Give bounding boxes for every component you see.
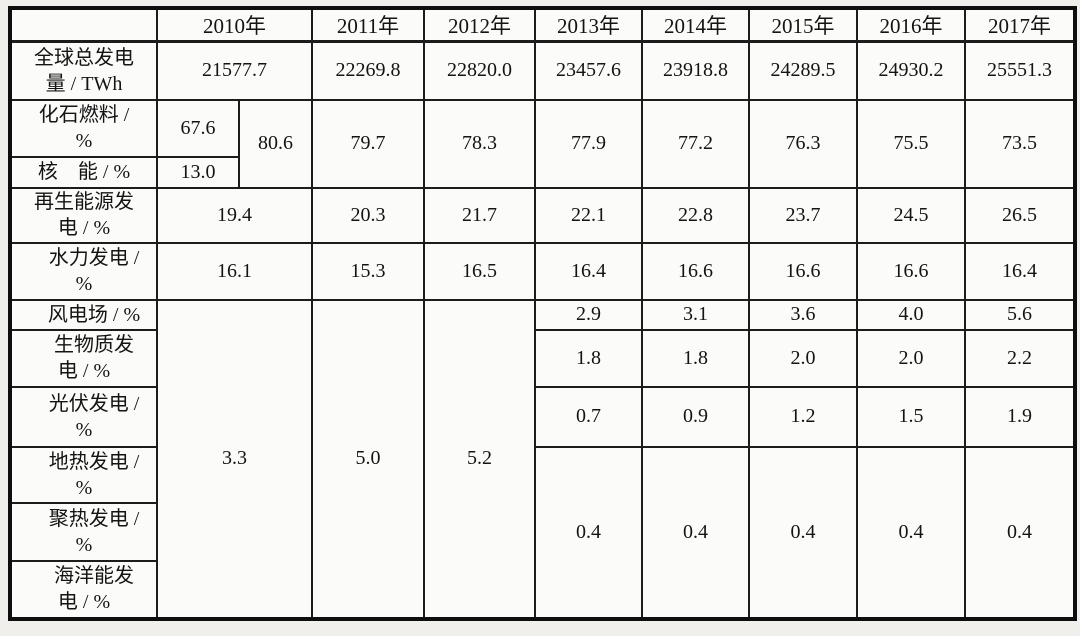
row-nuclear: 核 能 / % 13.0	[9, 155, 1075, 189]
cell-biomass-2013: 1.8	[534, 328, 643, 388]
cell-renewable-2017: 26.5	[964, 186, 1076, 244]
cell-fossil-nuclear-2011: 79.7	[311, 98, 425, 189]
cell-wind-2015: 3.6	[748, 298, 858, 331]
row-label-geothermal: 地热发电 / %	[9, 445, 158, 504]
cell-renewable-2011: 20.3	[311, 186, 425, 244]
header-row: 2010年 2011年 2012年 2013年 2014年 2015年 2016…	[9, 7, 1076, 43]
row-solar-pv: 光伏发电 / % 0.7 0.9 1.2 1.5 1.9	[9, 385, 1076, 448]
cell-geo-csp-ocean-2016: 0.4	[856, 445, 966, 620]
cell-solar-2016: 1.5	[856, 385, 966, 448]
cell-renewable-2012: 21.7	[423, 186, 536, 244]
cell-renewable-2014: 22.8	[641, 186, 750, 244]
year-header-2010: 2010年	[156, 7, 313, 43]
row-hydro: 水力发电 / % 16.1 15.3 16.5 16.4 16.6 16.6 1…	[9, 241, 1076, 301]
cell-geo-csp-ocean-2015: 0.4	[748, 445, 858, 620]
row-label-csp: 聚热发电 / %	[9, 501, 158, 562]
row-biomass: 生物质发 电 / % 1.8 1.8 2.0 2.0 2.2	[9, 328, 1076, 388]
row-label-hydro: 水力发电 / %	[9, 241, 158, 301]
cell-solar-2013: 0.7	[534, 385, 643, 448]
cell-hydro-2012: 16.5	[423, 241, 536, 301]
year-header-2012: 2012年	[423, 7, 536, 43]
row-label-ocean: 海洋能发 电 / %	[9, 559, 158, 620]
cell-total-2017: 25551.3	[964, 40, 1076, 101]
cell-biomass-2017: 2.2	[964, 328, 1076, 388]
row-geothermal: 地热发电 / % 0.4 0.4 0.4 0.4 0.4	[9, 445, 1076, 620]
cell-total-2012: 22820.0	[423, 40, 536, 101]
cell-fossil-nuclear-2012: 78.3	[423, 98, 536, 189]
cell-total-2011: 22269.8	[311, 40, 425, 101]
cell-other-renewables-2012: 5.2	[423, 298, 536, 620]
row-csp: 聚热发电 / %	[9, 501, 1075, 562]
cell-renewable-2016: 24.5	[856, 186, 966, 244]
row-label-biomass: 生物质发 电 / %	[9, 328, 158, 388]
cell-hydro-2010: 16.1	[156, 241, 313, 301]
year-header-2013: 2013年	[534, 7, 643, 43]
cell-geo-csp-ocean-2014: 0.4	[641, 445, 750, 620]
cell-total-2014: 23918.8	[641, 40, 750, 101]
cell-hydro-2015: 16.6	[748, 241, 858, 301]
row-renewable: 再生能源发 电 / % 19.4 20.3 21.7 22.1 22.8 23.…	[9, 186, 1076, 244]
row-ocean: 海洋能发 电 / %	[9, 559, 1075, 620]
cell-other-renewables-2010: 3.3	[156, 298, 313, 620]
cell-solar-2015: 1.2	[748, 385, 858, 448]
cell-wind-2013: 2.9	[534, 298, 643, 331]
cell-biomass-2016: 2.0	[856, 328, 966, 388]
row-label-fossil-fuel: 化石燃料 / %	[9, 98, 158, 158]
row-wind: 风电场 / % 3.3 5.0 5.2 2.9 3.1 3.6 4.0 5.6	[9, 298, 1076, 620]
year-header-2014: 2014年	[641, 7, 750, 43]
row-fossil: 化石燃料 / % 67.6 80.6 79.7 78.3 77.9 77.2 7…	[9, 98, 1076, 189]
cell-geo-csp-ocean-2013: 0.4	[534, 445, 643, 620]
year-header-2017: 2017年	[964, 7, 1076, 43]
cell-total-2013: 23457.6	[534, 40, 643, 101]
cell-solar-2014: 0.9	[641, 385, 750, 448]
cell-wind-2016: 4.0	[856, 298, 966, 331]
cell-fossil-nuclear-2010: 80.6	[238, 98, 313, 189]
cell-total-2016: 24930.2	[856, 40, 966, 101]
cell-fossil-nuclear-2013: 77.9	[534, 98, 643, 189]
cell-fossil-nuclear-2015: 76.3	[748, 98, 858, 189]
row-label-wind: 风电场 / %	[9, 298, 158, 331]
year-header-2011: 2011年	[311, 7, 425, 43]
cell-hydro-2017: 16.4	[964, 241, 1076, 301]
year-header-2016: 2016年	[856, 7, 966, 43]
row-label-nuclear: 核 能 / %	[9, 155, 158, 189]
cell-geo-csp-ocean-2017: 0.4	[964, 445, 1076, 620]
cell-fossil-2010: 67.6	[156, 98, 240, 158]
cell-wind-2017: 5.6	[964, 298, 1076, 331]
cell-biomass-2015: 2.0	[748, 328, 858, 388]
cell-hydro-2016: 16.6	[856, 241, 966, 301]
cell-hydro-2013: 16.4	[534, 241, 643, 301]
cell-wind-2014: 3.1	[641, 298, 750, 331]
cell-total-2010: 21577.7	[156, 40, 313, 101]
corner-cell	[9, 7, 158, 43]
cell-renewable-2013: 22.1	[534, 186, 643, 244]
row-total: 全球总发电 量 / TWh 21577.7 22269.8 22820.0 23…	[9, 40, 1076, 101]
cell-solar-2017: 1.9	[964, 385, 1076, 448]
cell-nuclear-2010: 13.0	[156, 155, 240, 189]
cell-renewable-2015: 23.7	[748, 186, 858, 244]
cell-fossil-nuclear-2016: 75.5	[856, 98, 966, 189]
cell-renewable-2010: 19.4	[156, 186, 313, 244]
cell-hydro-2011: 15.3	[311, 241, 425, 301]
row-label-total-generation: 全球总发电 量 / TWh	[9, 40, 158, 101]
energy-table: 2010年 2011年 2012年 2013年 2014年 2015年 2016…	[8, 6, 1077, 621]
cell-hydro-2014: 16.6	[641, 241, 750, 301]
cell-biomass-2014: 1.8	[641, 328, 750, 388]
cell-total-2015: 24289.5	[748, 40, 858, 101]
year-header-2015: 2015年	[748, 7, 858, 43]
row-label-renewable: 再生能源发 电 / %	[9, 186, 158, 244]
cell-other-renewables-2011: 5.0	[311, 298, 425, 620]
cell-fossil-nuclear-2014: 77.2	[641, 98, 750, 189]
row-label-solar-pv: 光伏发电 / %	[9, 385, 158, 448]
cell-fossil-nuclear-2017: 73.5	[964, 98, 1076, 189]
